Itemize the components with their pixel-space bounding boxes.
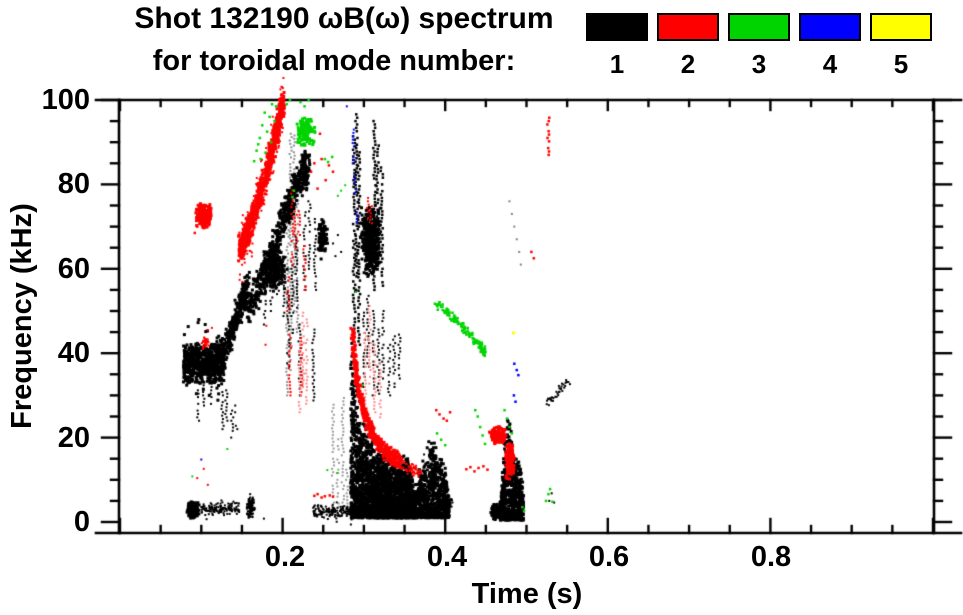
y-axis-label: Frequency (kHz) <box>6 203 38 429</box>
x-tick-label-0.4: 0.4 <box>426 541 468 573</box>
y-tick-label-0: 0 <box>73 506 90 538</box>
y-tick-label-40: 40 <box>57 337 90 369</box>
y-tick-label-100: 100 <box>41 84 90 116</box>
y-tick-label-60: 60 <box>57 253 90 285</box>
x-tick-label-0.8: 0.8 <box>750 541 792 573</box>
x-tick-label-0.2: 0.2 <box>264 541 306 573</box>
x-axis-label: Time (s) <box>471 578 583 610</box>
y-tick-label-20: 20 <box>57 422 90 454</box>
x-tick-label-0.6: 0.6 <box>588 541 630 573</box>
y-tick-label-80: 80 <box>57 168 90 200</box>
